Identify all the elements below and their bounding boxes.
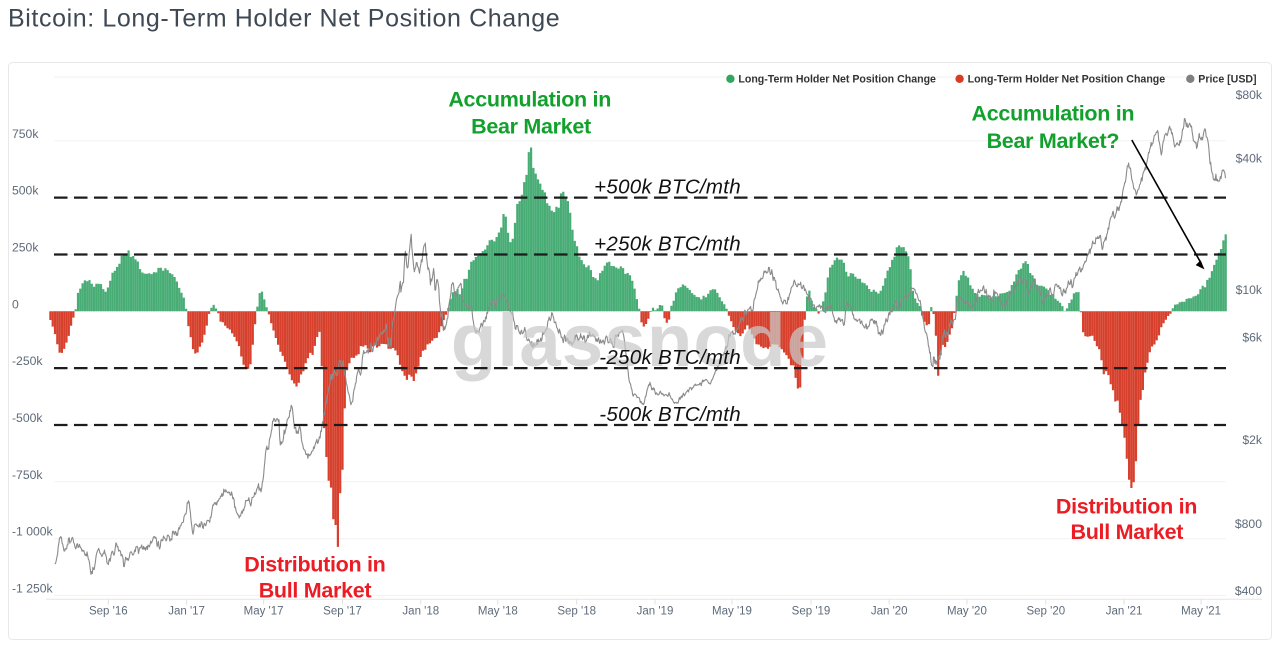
svg-text:-250k: -250k (12, 354, 43, 368)
svg-text:750k: 750k (12, 127, 39, 141)
svg-text:Distribution in: Distribution in (244, 553, 385, 577)
svg-text:-1 250k: -1 250k (12, 582, 54, 596)
svg-text:Sep '18: Sep '18 (557, 606, 596, 618)
svg-text:May '20: May '20 (947, 606, 987, 618)
svg-text:May '18: May '18 (478, 606, 518, 618)
svg-text:-500k: -500k (12, 411, 43, 425)
svg-text:Long-Term Holder Net Position: Long-Term Holder Net Position Change (738, 74, 936, 86)
svg-text:Bitcoin: Long-Term Holder Net: Bitcoin: Long-Term Holder Net Position C… (8, 5, 560, 33)
svg-text:glassnode: glassnode (451, 299, 829, 382)
svg-text:Sep '16: Sep '16 (89, 606, 128, 618)
svg-text:Bear Market?: Bear Market? (987, 129, 1120, 153)
svg-text:$10k: $10k (1236, 283, 1263, 297)
svg-text:May '21: May '21 (1181, 606, 1221, 618)
svg-text:+250k BTC/mth: +250k BTC/mth (594, 232, 741, 255)
svg-text:0: 0 (12, 297, 19, 311)
svg-text:May '17: May '17 (244, 606, 284, 618)
svg-text:Sep '19: Sep '19 (792, 606, 831, 618)
svg-text:-1 000k: -1 000k (12, 525, 54, 539)
svg-text:-500k BTC/mth: -500k BTC/mth (599, 403, 741, 426)
svg-text:$800: $800 (1235, 517, 1262, 531)
svg-text:$2k: $2k (1242, 433, 1263, 447)
svg-text:Bull Market: Bull Market (1071, 520, 1184, 544)
svg-text:Bear Market: Bear Market (471, 115, 591, 139)
svg-text:$400: $400 (1235, 584, 1262, 598)
svg-text:Accumulation in: Accumulation in (972, 101, 1135, 125)
svg-text:Jan '20: Jan '20 (871, 606, 908, 618)
svg-text:Jan '17: Jan '17 (168, 606, 205, 618)
svg-text:Sep '17: Sep '17 (323, 606, 362, 618)
svg-text:May '19: May '19 (712, 606, 752, 618)
svg-text:Jan '18: Jan '18 (402, 606, 439, 618)
svg-text:Sep '20: Sep '20 (1026, 606, 1065, 618)
svg-text:Distribution in: Distribution in (1056, 494, 1197, 518)
svg-text:$40k: $40k (1236, 152, 1263, 166)
svg-text:-250k BTC/mth: -250k BTC/mth (599, 346, 741, 369)
svg-text:$6k: $6k (1242, 331, 1263, 345)
svg-text:Price [USD]: Price [USD] (1198, 74, 1256, 86)
svg-text:$80k: $80k (1236, 88, 1263, 102)
svg-text:250k: 250k (12, 241, 39, 255)
svg-text:Accumulation in: Accumulation in (448, 88, 611, 112)
svg-text:Bull Market: Bull Market (259, 578, 372, 602)
svg-text:Jan '19: Jan '19 (637, 606, 674, 618)
svg-text:-750k: -750k (12, 468, 43, 482)
svg-text:500k: 500k (12, 184, 39, 198)
svg-text:Jan '21: Jan '21 (1106, 606, 1143, 618)
svg-text:Long-Term Holder Net Position: Long-Term Holder Net Position Change (968, 74, 1166, 86)
svg-text:+500k BTC/mth: +500k BTC/mth (594, 175, 741, 198)
